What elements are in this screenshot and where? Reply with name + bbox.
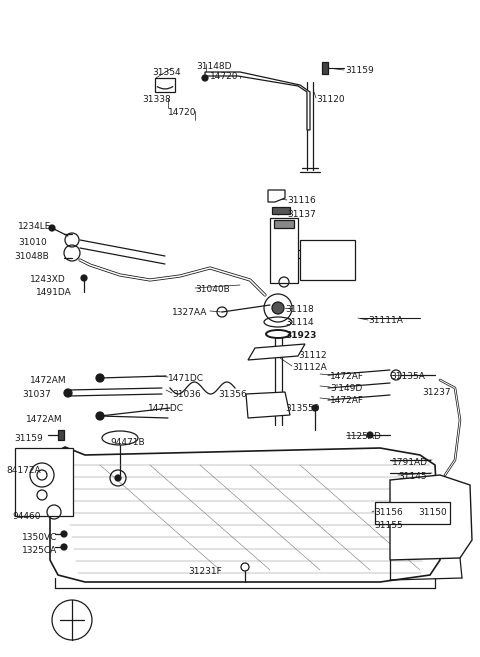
Text: 31155: 31155: [374, 521, 403, 530]
Text: 1325CA: 1325CA: [22, 546, 57, 555]
Text: 31118: 31118: [285, 305, 314, 314]
Text: 31231F: 31231F: [188, 567, 222, 576]
Text: 84172A: 84172A: [6, 466, 41, 475]
Text: 14720: 14720: [168, 108, 196, 117]
Polygon shape: [248, 344, 305, 360]
Text: 31116: 31116: [287, 196, 316, 205]
Text: 1125AD: 1125AD: [346, 432, 382, 441]
Text: 31135A: 31135A: [390, 372, 425, 381]
Text: 31145: 31145: [398, 472, 427, 481]
Text: 31112A: 31112A: [292, 363, 327, 372]
Text: 1471DC: 1471DC: [148, 404, 184, 413]
Text: 1350VC: 1350VC: [22, 533, 58, 542]
Text: 31112: 31112: [298, 351, 326, 360]
Text: 1472AF: 1472AF: [330, 372, 364, 381]
Text: 1472AM: 1472AM: [30, 376, 67, 385]
Text: 3'149D: 3'149D: [330, 384, 362, 393]
Text: 31156: 31156: [374, 508, 403, 517]
Text: 31356: 31356: [218, 390, 247, 399]
Text: 1791AD: 1791AD: [392, 458, 428, 467]
Circle shape: [64, 389, 72, 397]
Circle shape: [96, 374, 104, 382]
Text: 31159: 31159: [345, 66, 374, 75]
Circle shape: [312, 405, 318, 411]
Bar: [300, 240, 355, 280]
Text: 14720: 14720: [210, 72, 239, 81]
Circle shape: [367, 432, 373, 438]
Text: 31923: 31923: [285, 331, 316, 340]
Circle shape: [115, 475, 121, 481]
Text: 1327AA: 1327AA: [172, 308, 207, 317]
Ellipse shape: [102, 431, 138, 445]
Circle shape: [202, 75, 208, 81]
Text: 31148D: 31148D: [196, 62, 231, 71]
Polygon shape: [50, 447, 440, 582]
Bar: [270, 218, 298, 283]
Circle shape: [96, 412, 104, 420]
Bar: [375, 502, 450, 524]
Text: 31237: 31237: [422, 388, 451, 397]
Text: 313550: 313550: [285, 404, 320, 413]
Text: 31036: 31036: [172, 390, 201, 399]
Polygon shape: [205, 72, 310, 130]
Text: 31338: 31338: [142, 95, 171, 104]
Circle shape: [81, 275, 87, 281]
Text: 1491DA: 1491DA: [36, 288, 72, 297]
Text: 31048B: 31048B: [14, 252, 49, 261]
Bar: [155, 78, 175, 92]
Text: 1234LE: 1234LE: [18, 222, 51, 231]
Text: 31120: 31120: [316, 95, 345, 104]
Text: 31040B: 31040B: [195, 285, 230, 294]
Text: 1243XD: 1243XD: [30, 275, 66, 284]
Circle shape: [49, 225, 55, 231]
Text: 31114: 31114: [285, 318, 313, 327]
Polygon shape: [246, 392, 290, 418]
Ellipse shape: [264, 317, 292, 327]
Bar: [58, 430, 64, 440]
Text: 94460: 94460: [12, 512, 40, 521]
Text: 31159: 31159: [14, 434, 43, 443]
Circle shape: [61, 531, 67, 537]
Text: 1472AF: 1472AF: [330, 396, 364, 405]
Polygon shape: [268, 190, 285, 202]
Text: 31010: 31010: [18, 238, 47, 247]
Polygon shape: [390, 475, 472, 560]
Bar: [274, 220, 294, 228]
Text: 31150: 31150: [418, 508, 447, 517]
Text: 1472AM: 1472AM: [26, 415, 62, 424]
Circle shape: [272, 302, 284, 314]
Text: 31354: 31354: [152, 68, 180, 77]
Text: 94471B: 94471B: [110, 438, 144, 447]
Text: 1471DC: 1471DC: [168, 374, 204, 383]
Bar: [15, 448, 73, 516]
Bar: [272, 207, 290, 214]
Circle shape: [61, 544, 67, 550]
Bar: [322, 62, 328, 74]
Text: 31111A: 31111A: [368, 316, 403, 325]
Text: 31137: 31137: [287, 210, 316, 219]
Text: 31037: 31037: [22, 390, 51, 399]
Ellipse shape: [266, 330, 290, 338]
